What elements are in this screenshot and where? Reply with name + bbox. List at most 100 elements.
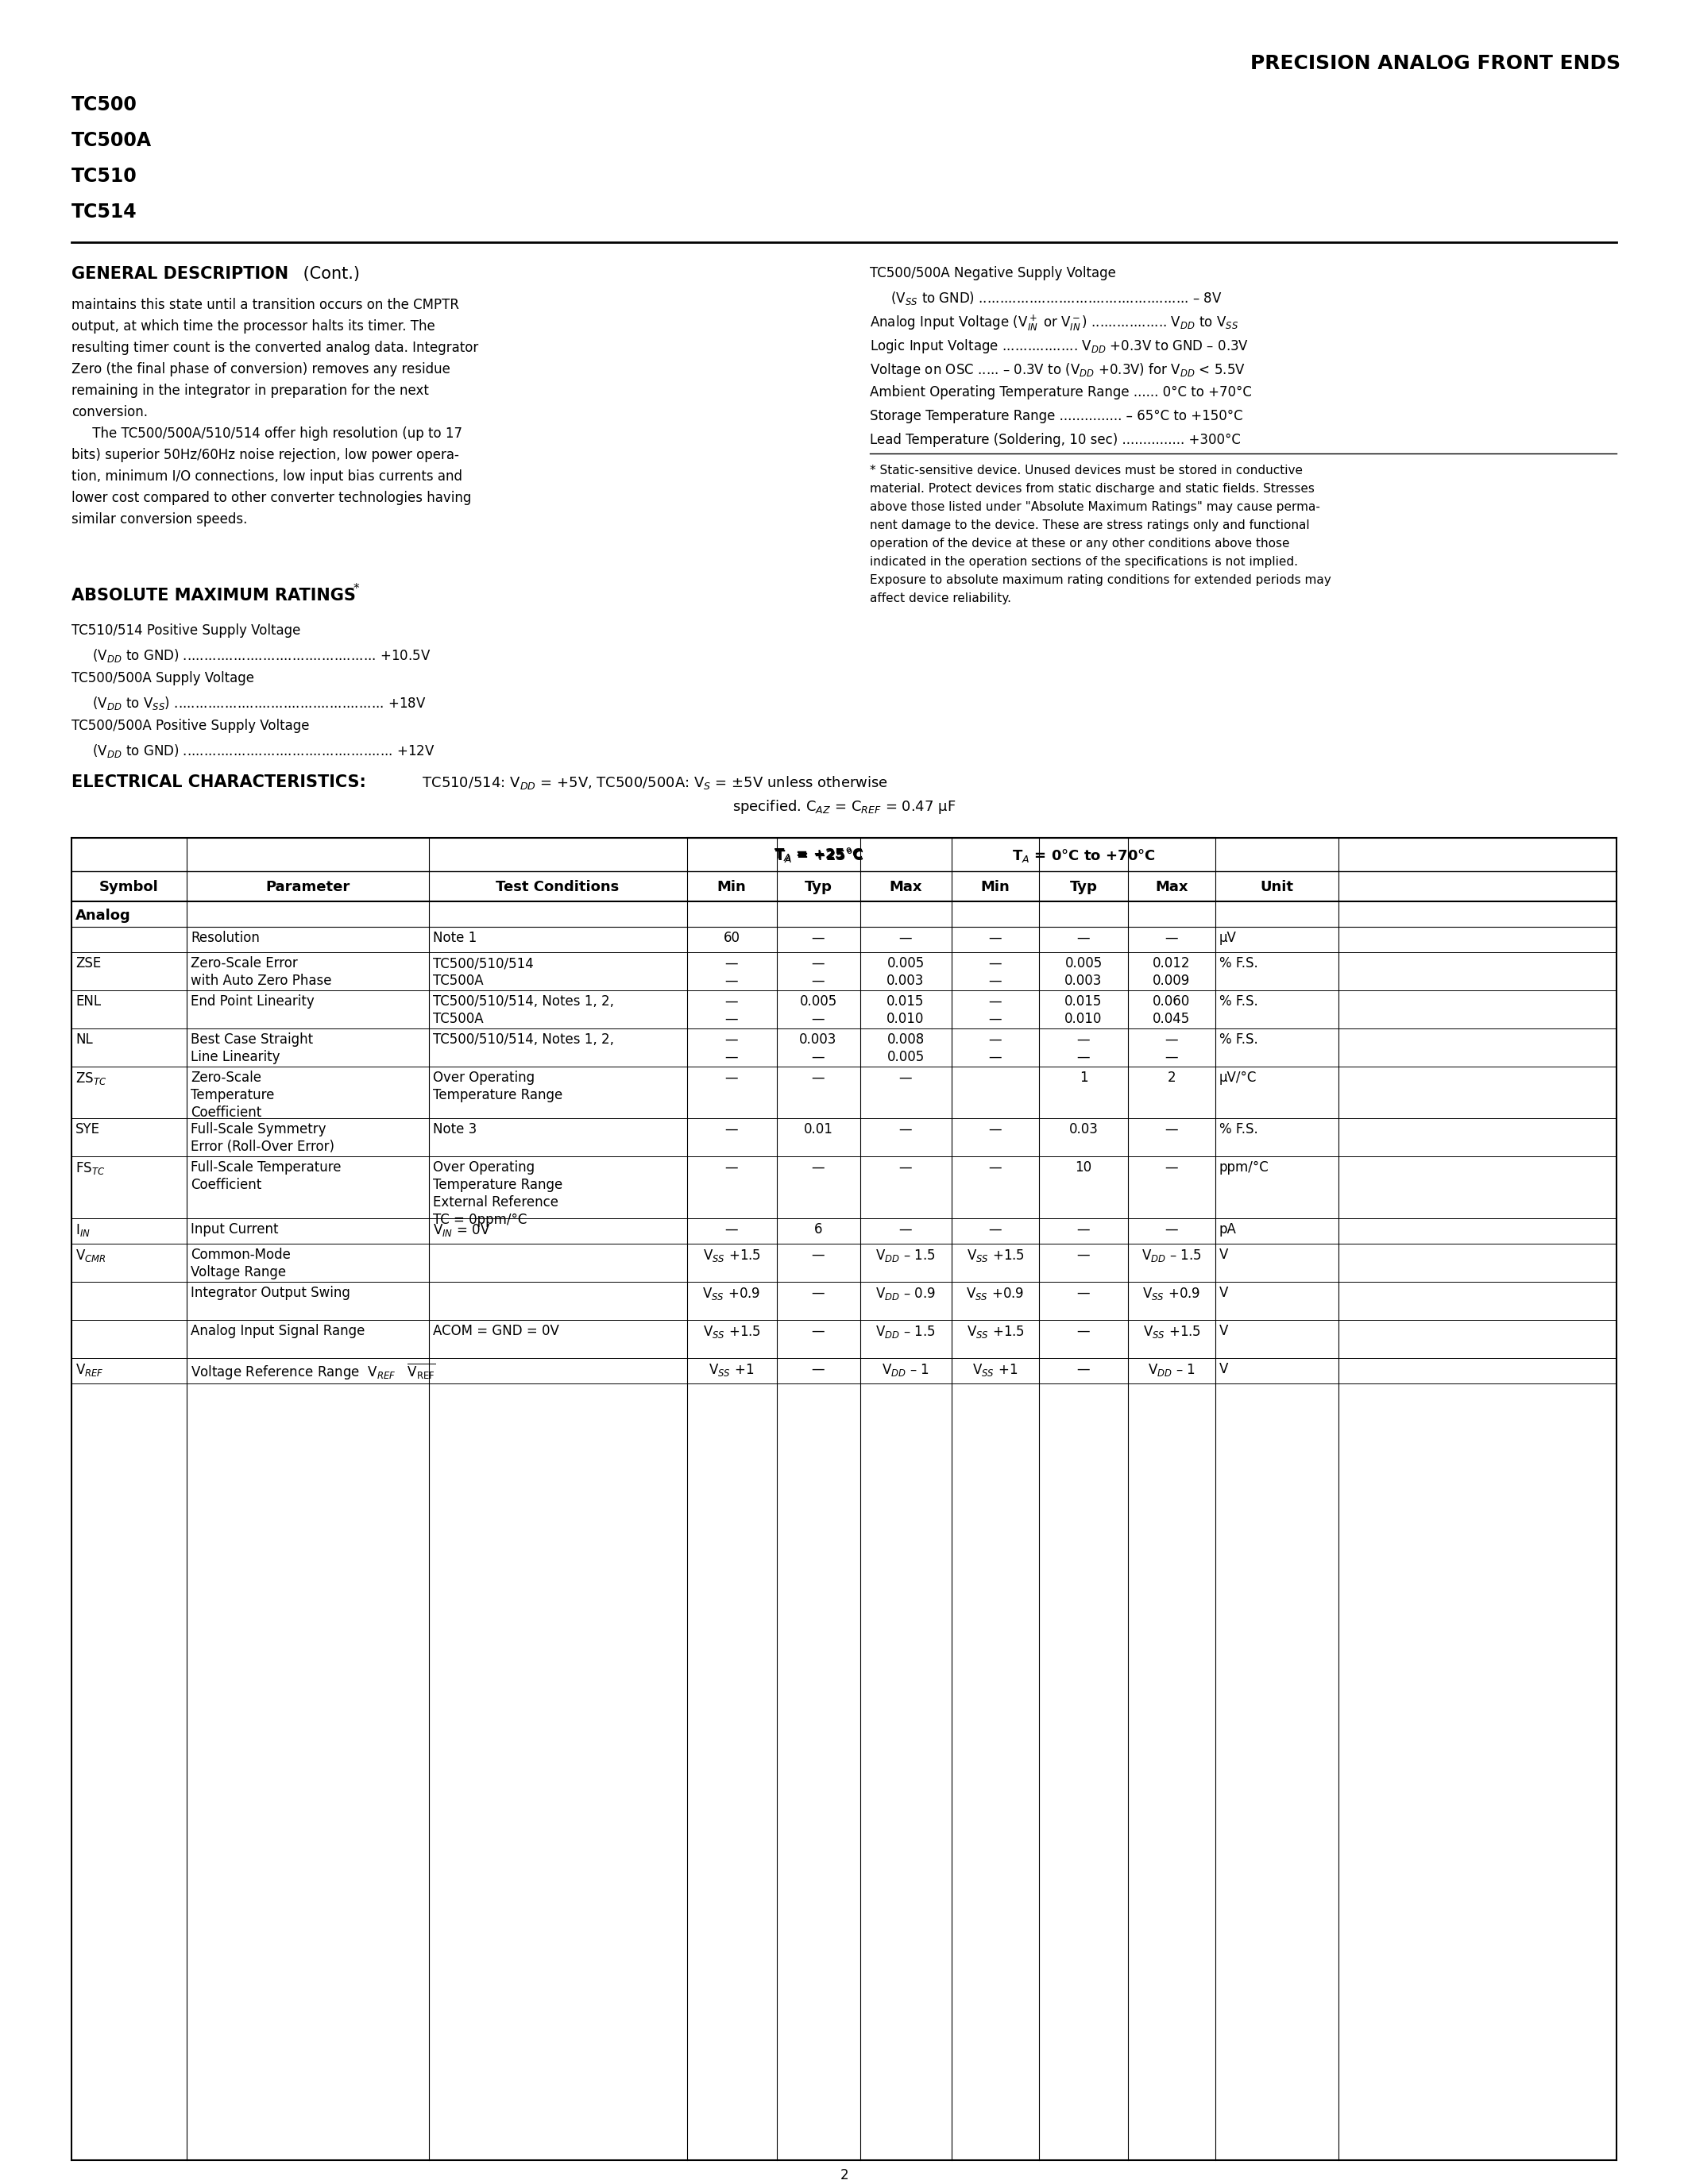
Text: Zero-Scale Error: Zero-Scale Error <box>191 957 297 970</box>
Text: ZS$_{TC}$: ZS$_{TC}$ <box>76 1070 106 1085</box>
Text: Voltage on OSC ..... – 0.3V to (V$_{DD}$ +0.3V) for V$_{DD}$ < 5.5V: Voltage on OSC ..... – 0.3V to (V$_{DD}$… <box>869 360 1246 378</box>
Text: —: — <box>726 1033 738 1046</box>
Text: 0.012: 0.012 <box>1153 957 1190 970</box>
Text: Full-Scale Symmetry: Full-Scale Symmetry <box>191 1123 326 1136</box>
Text: —: — <box>1165 1051 1178 1064</box>
Text: TC500/500A Negative Supply Voltage: TC500/500A Negative Supply Voltage <box>869 266 1116 280</box>
Text: —: — <box>812 974 825 987</box>
Text: —: — <box>1165 930 1178 946</box>
Text: V$_{SS}$ +1.5: V$_{SS}$ +1.5 <box>966 1324 1025 1339</box>
Text: —: — <box>989 1160 1003 1175</box>
Text: Full-Scale Temperature: Full-Scale Temperature <box>191 1160 341 1175</box>
Text: TC500A: TC500A <box>432 1011 483 1026</box>
Text: ABSOLUTE MAXIMUM RATINGS: ABSOLUTE MAXIMUM RATINGS <box>71 587 356 603</box>
Text: TC510/514 Positive Supply Voltage: TC510/514 Positive Supply Voltage <box>71 622 300 638</box>
Text: 0.005: 0.005 <box>886 957 925 970</box>
Text: 10: 10 <box>1075 1160 1092 1175</box>
Text: V$_{DD}$ – 0.9: V$_{DD}$ – 0.9 <box>876 1286 935 1302</box>
Text: Error (Roll-Over Error): Error (Roll-Over Error) <box>191 1140 334 1153</box>
Text: Over Operating: Over Operating <box>432 1160 535 1175</box>
Text: —: — <box>1077 930 1090 946</box>
Text: —: — <box>812 1324 825 1339</box>
Text: (V$_{DD}$ to GND) .............................................. +10.5V: (V$_{DD}$ to GND) ......................… <box>71 646 430 664</box>
Text: Storage Temperature Range ............... – 65°C to +150°C: Storage Temperature Range ..............… <box>869 408 1242 424</box>
Text: % F.S.: % F.S. <box>1219 994 1258 1009</box>
Text: μV/°C: μV/°C <box>1219 1070 1258 1085</box>
Text: Analog: Analog <box>76 909 132 924</box>
Text: output, at which time the processor halts its timer. The: output, at which time the processor halt… <box>71 319 436 334</box>
Text: ACOM = GND = 0V: ACOM = GND = 0V <box>432 1324 559 1339</box>
Text: —: — <box>989 974 1003 987</box>
Text: —: — <box>726 1160 738 1175</box>
Text: ELECTRICAL CHARACTERISTICS:: ELECTRICAL CHARACTERISTICS: <box>71 775 366 791</box>
Text: 0.01: 0.01 <box>803 1123 832 1136</box>
Text: Coefficient: Coefficient <box>191 1177 262 1192</box>
Text: V$_{DD}$ – 1.5: V$_{DD}$ – 1.5 <box>876 1324 935 1339</box>
Text: * Static-sensitive device. Unused devices must be stored in conductive: * Static-sensitive device. Unused device… <box>869 465 1303 476</box>
Text: (V$_{DD}$ to V$_{SS}$) .................................................. +18V: (V$_{DD}$ to V$_{SS}$) .................… <box>71 695 427 712</box>
Text: maintains this state until a transition occurs on the CMPTR: maintains this state until a transition … <box>71 297 459 312</box>
Text: affect device reliability.: affect device reliability. <box>869 592 1011 605</box>
Text: ENL: ENL <box>76 994 101 1009</box>
Text: Integrator Output Swing: Integrator Output Swing <box>191 1286 349 1299</box>
Text: V$_{CMR}$: V$_{CMR}$ <box>76 1247 106 1265</box>
Text: —: — <box>726 1123 738 1136</box>
Text: Analog Input Signal Range: Analog Input Signal Range <box>191 1324 365 1339</box>
Text: V: V <box>1219 1363 1229 1376</box>
Text: 60: 60 <box>722 930 739 946</box>
Text: TC514: TC514 <box>71 203 137 221</box>
Text: 0.010: 0.010 <box>886 1011 925 1026</box>
Text: —: — <box>900 1070 912 1085</box>
Text: specified. C$_{AZ}$ = C$_{REF}$ = 0.47 μF: specified. C$_{AZ}$ = C$_{REF}$ = 0.47 μ… <box>733 797 955 815</box>
Text: Line Linearity: Line Linearity <box>191 1051 280 1064</box>
Text: 0.060: 0.060 <box>1153 994 1190 1009</box>
Text: ppm/°C: ppm/°C <box>1219 1160 1269 1175</box>
Text: μV: μV <box>1219 930 1237 946</box>
Text: Voltage Range: Voltage Range <box>191 1265 285 1280</box>
Text: (V$_{DD}$ to GND) .................................................. +12V: (V$_{DD}$ to GND) ......................… <box>71 743 436 760</box>
Text: —: — <box>726 1011 738 1026</box>
Text: TC500: TC500 <box>71 96 137 114</box>
Text: 0.005: 0.005 <box>886 1051 925 1064</box>
Text: —: — <box>726 994 738 1009</box>
Text: Best Case Straight: Best Case Straight <box>191 1033 312 1046</box>
Text: —: — <box>726 1051 738 1064</box>
Text: Logic Input Voltage .................. V$_{DD}$ +0.3V to GND – 0.3V: Logic Input Voltage .................. V… <box>869 339 1249 356</box>
Text: TC500/500A Supply Voltage: TC500/500A Supply Voltage <box>71 670 255 686</box>
Text: —: — <box>726 1223 738 1236</box>
Text: Ambient Operating Temperature Range ...... 0°C to +70°C: Ambient Operating Temperature Range ....… <box>869 384 1252 400</box>
Text: % F.S.: % F.S. <box>1219 957 1258 970</box>
Text: Min: Min <box>717 880 746 893</box>
Text: —: — <box>812 1070 825 1085</box>
Text: —: — <box>812 930 825 946</box>
Text: Input Current: Input Current <box>191 1223 279 1236</box>
Text: —: — <box>1165 1123 1178 1136</box>
Text: —: — <box>989 930 1003 946</box>
Text: above those listed under "Absolute Maximum Ratings" may cause perma-: above those listed under "Absolute Maxim… <box>869 500 1320 513</box>
Text: Max: Max <box>890 880 922 893</box>
Text: —: — <box>900 930 912 946</box>
Text: V$_{IN}$ = 0V: V$_{IN}$ = 0V <box>432 1223 491 1238</box>
Text: V$_{SS}$ +0.9: V$_{SS}$ +0.9 <box>1143 1286 1200 1302</box>
Text: 0.005: 0.005 <box>800 994 837 1009</box>
Text: —: — <box>1077 1286 1090 1299</box>
Text: Typ: Typ <box>805 880 832 893</box>
Text: V: V <box>1219 1324 1229 1339</box>
Text: 0.003: 0.003 <box>886 974 925 987</box>
Text: —: — <box>812 1363 825 1376</box>
Text: —: — <box>812 1011 825 1026</box>
Text: Exposure to absolute maximum rating conditions for extended periods may: Exposure to absolute maximum rating cond… <box>869 574 1332 585</box>
Text: External Reference: External Reference <box>432 1195 559 1210</box>
Text: TC510: TC510 <box>71 166 137 186</box>
Text: Over Operating: Over Operating <box>432 1070 535 1085</box>
Text: pA: pA <box>1219 1223 1237 1236</box>
Text: V$_{SS}$ +1: V$_{SS}$ +1 <box>972 1363 1018 1378</box>
Text: 0.015: 0.015 <box>1065 994 1102 1009</box>
Text: Zero (the final phase of conversion) removes any residue: Zero (the final phase of conversion) rem… <box>71 363 451 376</box>
Text: V$_{SS}$ +1.5: V$_{SS}$ +1.5 <box>702 1247 761 1265</box>
Text: V$_{DD}$ – 1.5: V$_{DD}$ – 1.5 <box>876 1247 935 1265</box>
Text: TC500A: TC500A <box>432 974 483 987</box>
Text: —: — <box>812 1286 825 1299</box>
Text: with Auto Zero Phase: with Auto Zero Phase <box>191 974 331 987</box>
Text: —: — <box>989 994 1003 1009</box>
